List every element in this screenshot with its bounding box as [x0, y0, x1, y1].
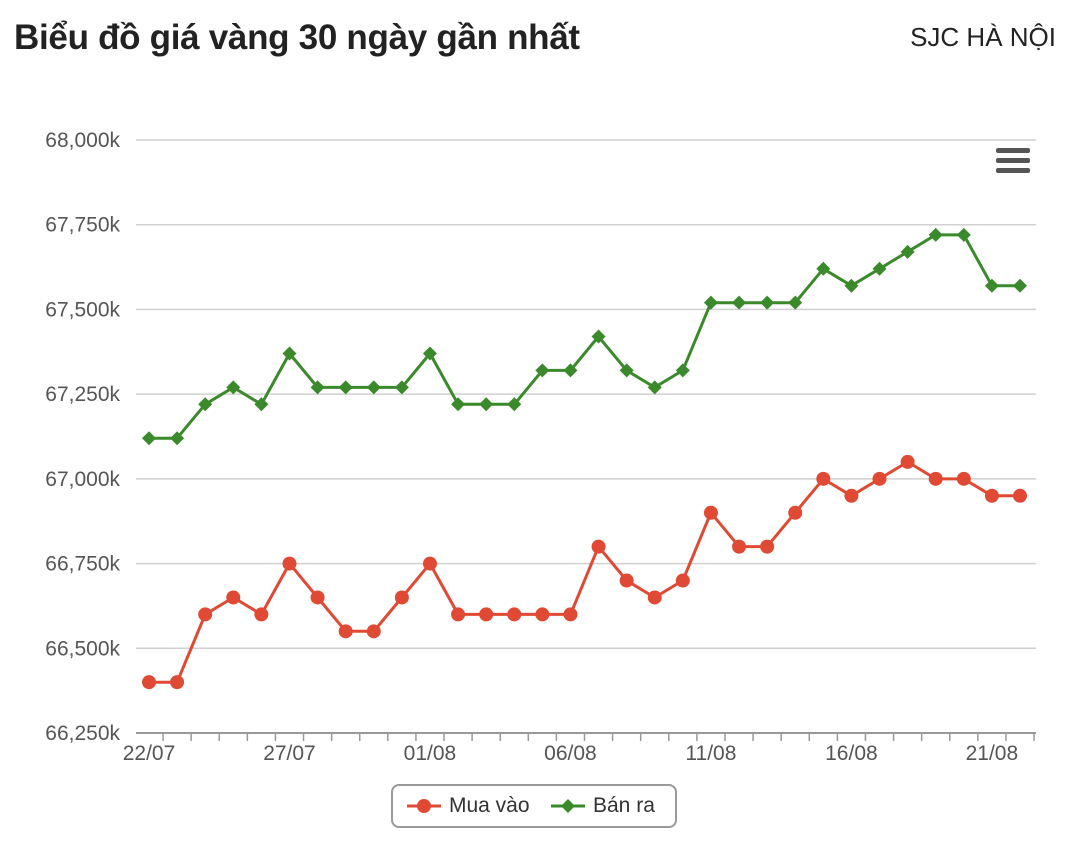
data-point-buy — [591, 539, 606, 554]
data-point-sell — [816, 261, 831, 276]
data-point-sell — [338, 380, 353, 395]
series-line-sell — [149, 233, 1020, 440]
data-point-sell — [844, 278, 859, 293]
chart-title: Biểu đồ giá vàng 30 ngày gần nhất — [14, 18, 580, 57]
y-tick-label: 67,250k — [45, 383, 120, 406]
data-point-buy — [422, 556, 437, 571]
x-tick-label: 16/08 — [825, 742, 878, 765]
data-point-sell — [732, 295, 747, 310]
data-point-sell — [928, 227, 943, 242]
x-tick-label: 11/08 — [685, 742, 736, 765]
data-point-buy — [507, 607, 522, 622]
data-point-sell — [760, 295, 775, 310]
y-tick-label: 67,000k — [45, 468, 120, 491]
legend-circle-icon — [407, 799, 441, 813]
data-point-sell — [535, 363, 550, 378]
series-line-buy — [149, 460, 1020, 684]
data-point-buy — [451, 607, 466, 622]
data-point-buy — [394, 590, 409, 605]
legend-item-buy[interactable]: Mua vào — [407, 786, 530, 826]
data-point-sell — [872, 261, 887, 276]
data-point-buy — [535, 607, 550, 622]
data-point-sell — [254, 397, 269, 412]
x-tick-label: 27/07 — [263, 742, 316, 765]
y-tick-label: 67,750k — [45, 214, 120, 237]
data-point-buy — [675, 573, 690, 588]
data-point-buy — [703, 505, 718, 520]
data-point-buy — [956, 471, 971, 486]
data-point-sell — [563, 363, 578, 378]
data-point-sell — [366, 380, 381, 395]
data-point-buy — [928, 471, 943, 486]
data-point-sell — [956, 227, 971, 242]
data-point-sell — [451, 397, 466, 412]
data-point-sell — [1013, 278, 1027, 293]
x-tick-label: 22/07 — [123, 742, 176, 765]
data-point-sell — [788, 295, 803, 310]
data-point-sell — [675, 363, 690, 378]
data-point-buy — [170, 675, 185, 690]
data-point-sell — [394, 380, 409, 395]
x-tick-label: 06/08 — [544, 742, 597, 765]
legend-label-sell: Bán ra — [593, 794, 655, 817]
data-point-sell — [226, 380, 241, 395]
y-tick-label: 68,000k — [45, 129, 120, 152]
data-point-buy — [226, 590, 241, 605]
data-point-buy — [844, 488, 859, 503]
data-point-sell — [170, 431, 185, 446]
data-point-sell — [142, 431, 156, 446]
x-tick-label: 01/08 — [404, 742, 457, 765]
data-point-buy — [366, 624, 381, 639]
data-point-sell — [479, 397, 494, 412]
data-point-buy — [563, 607, 578, 622]
data-point-buy — [647, 590, 662, 605]
data-point-buy — [254, 607, 269, 622]
data-point-sell — [984, 278, 999, 293]
location-label: SJC HÀ NỘI — [910, 22, 1056, 52]
y-tick-label: 66,750k — [45, 553, 120, 576]
data-point-buy — [760, 539, 775, 554]
x-tick-label: 21/08 — [966, 742, 1019, 765]
data-point-sell — [619, 363, 634, 378]
data-point-buy — [479, 607, 494, 622]
chart-legend: Mua vào Bán ra — [391, 784, 677, 828]
y-tick-label: 66,250k — [45, 722, 120, 745]
data-point-sell — [198, 397, 213, 412]
data-point-sell — [422, 346, 437, 361]
data-point-buy — [900, 454, 915, 469]
data-point-sell — [647, 380, 662, 395]
data-point-buy — [872, 471, 887, 486]
data-point-sell — [591, 329, 606, 344]
data-point-buy — [142, 675, 156, 690]
data-point-sell — [703, 295, 718, 310]
data-point-buy — [984, 488, 999, 503]
data-point-buy — [282, 556, 297, 571]
data-point-sell — [282, 346, 297, 361]
hamburger-menu-icon[interactable] — [996, 148, 1030, 178]
data-point-buy — [816, 471, 831, 486]
y-tick-label: 66,500k — [45, 637, 120, 660]
data-point-buy — [619, 573, 634, 588]
data-point-sell — [900, 244, 915, 259]
legend-label-buy: Mua vào — [449, 794, 530, 817]
data-point-sell — [310, 380, 325, 395]
data-point-buy — [1013, 488, 1027, 503]
legend-item-sell[interactable]: Bán ra — [551, 786, 655, 826]
legend-diamond-icon — [551, 799, 585, 813]
data-point-buy — [788, 505, 803, 520]
data-point-buy — [310, 590, 325, 605]
data-point-buy — [338, 624, 353, 639]
data-point-buy — [732, 539, 747, 554]
y-tick-label: 67,500k — [45, 298, 120, 321]
data-point-buy — [198, 607, 213, 622]
data-point-sell — [507, 397, 522, 412]
